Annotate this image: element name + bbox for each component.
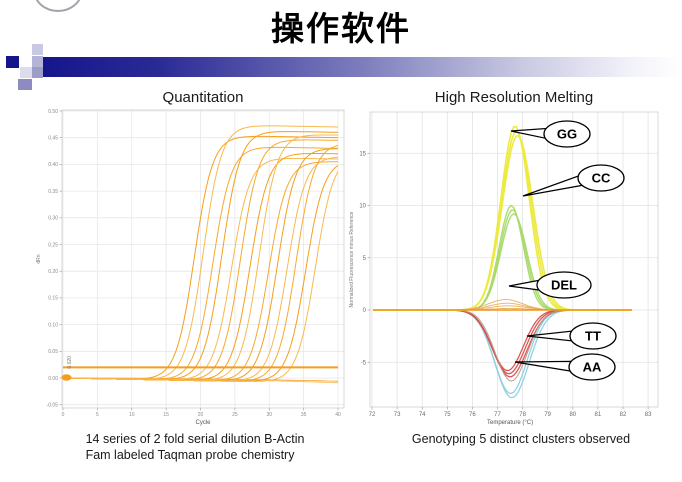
baseline-bundle-blob <box>61 374 72 381</box>
svg-text:74: 74 <box>419 412 426 418</box>
melt-curve-cc <box>373 209 632 311</box>
svg-text:75: 75 <box>444 412 451 418</box>
svg-text:80: 80 <box>569 412 576 418</box>
callout-aa: AA <box>514 353 616 381</box>
svg-text:77: 77 <box>494 412 501 418</box>
hrm-xlabel: Temperature (°C) <box>487 420 533 426</box>
pixel-square-decoration <box>32 56 43 68</box>
pixel-square-decoration <box>18 79 32 90</box>
melt-curve-gg <box>373 126 632 311</box>
svg-text:0.45: 0.45 <box>48 136 58 142</box>
svg-text:0.40: 0.40 <box>48 162 58 168</box>
threshold-label: 0.020 <box>67 356 73 369</box>
svg-text:72: 72 <box>369 412 376 418</box>
quant-ylabel: dRn <box>36 254 42 263</box>
svg-text:35: 35 <box>301 412 307 418</box>
pixel-square-decoration <box>6 56 19 68</box>
svg-text:81: 81 <box>595 412 602 418</box>
gradient-divider-bar <box>43 57 682 77</box>
svg-text:5: 5 <box>363 256 367 262</box>
svg-text:0.35: 0.35 <box>48 189 58 195</box>
svg-text:82: 82 <box>620 412 627 418</box>
amplification-curve <box>62 171 339 382</box>
hrm-ylabel: Normalized Fluorescence minus Reference <box>349 211 355 307</box>
hrm-chart: High Resolution Melting 72 73 74 75 76 77 78 79 8… <box>349 90 659 426</box>
pixel-square-decoration <box>20 67 32 78</box>
caption-line: 14 series of 2 fold serial dilution B-Ac… <box>85 432 305 446</box>
caption-line: Genotyping 5 distinct clusters observed <box>411 432 631 446</box>
svg-text:-5: -5 <box>361 360 367 366</box>
svg-text:0.05: 0.05 <box>48 349 58 355</box>
quant-title: Quantitation <box>163 90 244 106</box>
svg-text:73: 73 <box>394 412 401 418</box>
pixel-square-decoration <box>32 67 43 78</box>
svg-text:0.15: 0.15 <box>48 296 58 302</box>
svg-text:30: 30 <box>266 412 272 418</box>
callout-del: DEL <box>508 271 592 299</box>
svg-text:0.20: 0.20 <box>48 269 58 275</box>
callout-tt: TT <box>526 322 617 350</box>
hrm-title: High Resolution Melting <box>435 90 593 106</box>
svg-text:0.50: 0.50 <box>48 109 58 115</box>
svg-text:0: 0 <box>62 412 65 418</box>
quant-xlabel: Cycle <box>195 420 211 426</box>
svg-text:25: 25 <box>232 412 238 418</box>
caption-line: Fam labeled Taqman probe chemistry <box>85 448 295 463</box>
pixel-square-decoration <box>32 44 43 55</box>
svg-text:AA: AA <box>583 360 602 375</box>
svg-text:0.10: 0.10 <box>48 322 58 328</box>
svg-text:0.25: 0.25 <box>48 242 58 248</box>
svg-text:-0.05: -0.05 <box>47 403 59 409</box>
svg-text:40: 40 <box>335 412 341 418</box>
right-chart-caption: Genotyping 5 distinct clusters observed <box>360 431 682 447</box>
svg-text:83: 83 <box>645 412 652 418</box>
svg-text:10: 10 <box>359 204 366 210</box>
svg-text:15: 15 <box>163 412 169 418</box>
left-chart-caption: 14 series of 2 fold serial dilution B-Ac… <box>30 431 360 464</box>
callout-gg: GG <box>510 120 591 148</box>
svg-text:15: 15 <box>359 151 366 157</box>
svg-text:78: 78 <box>519 412 526 418</box>
svg-text:10: 10 <box>129 412 135 418</box>
svg-text:79: 79 <box>544 412 551 418</box>
melt-curve-gg <box>373 135 632 311</box>
svg-text:5: 5 <box>96 412 99 418</box>
svg-text:0: 0 <box>363 308 367 314</box>
svg-text:CC: CC <box>592 171 611 186</box>
svg-text:TT: TT <box>585 329 601 344</box>
melt-curve-gg <box>373 130 632 311</box>
slide-title: 操作软件 <box>271 12 411 48</box>
svg-text:0.30: 0.30 <box>48 216 58 222</box>
svg-text:DEL: DEL <box>551 278 577 293</box>
quantitation-chart: Quantitation 0 5 10 15 20 25 30 35 40 -0.05 0.00 0.0… <box>36 90 345 426</box>
callout-cc: CC <box>522 164 625 197</box>
svg-text:GG: GG <box>557 127 577 142</box>
svg-text:0.00: 0.00 <box>48 376 58 382</box>
svg-text:76: 76 <box>469 412 476 418</box>
svg-text:20: 20 <box>198 412 204 418</box>
